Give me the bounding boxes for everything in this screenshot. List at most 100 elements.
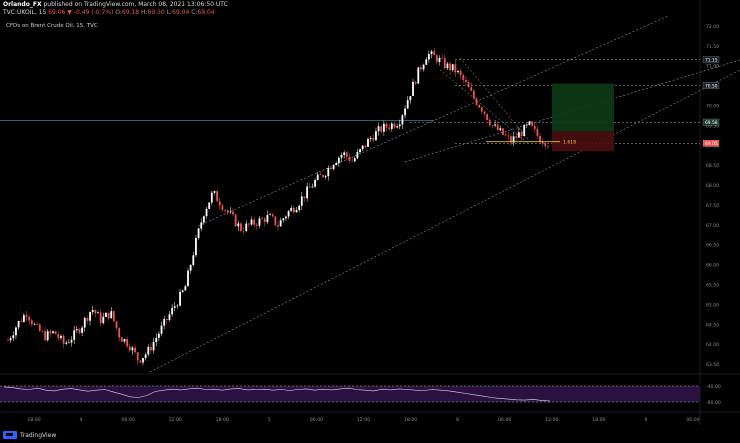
price-label: 69.05 xyxy=(705,141,718,147)
candle-body xyxy=(139,360,142,363)
candle-body xyxy=(547,146,549,147)
tradingview-logo-icon xyxy=(3,431,17,439)
candle-body xyxy=(533,125,536,129)
candle-body xyxy=(70,339,73,343)
candle-body xyxy=(57,334,60,338)
y-tick-label: 63.50 xyxy=(706,362,719,368)
candle-body xyxy=(150,346,152,351)
candle-body xyxy=(398,124,401,127)
candle-body xyxy=(401,115,404,125)
candle-body xyxy=(22,315,25,322)
candle-body xyxy=(523,125,526,137)
candle-body xyxy=(218,201,221,206)
candle-body xyxy=(544,143,547,147)
candle-body xyxy=(377,126,380,132)
candle-body xyxy=(38,324,41,332)
candle-body xyxy=(213,191,216,193)
candle-body xyxy=(46,331,49,341)
candle-body xyxy=(486,113,489,121)
candle-body xyxy=(462,75,465,80)
candle-body xyxy=(258,218,261,226)
candle-body xyxy=(232,211,234,215)
rsi-line xyxy=(3,386,551,402)
candle-body xyxy=(496,124,499,131)
candle-body xyxy=(414,81,417,84)
candle-body xyxy=(49,331,52,333)
candle-body xyxy=(345,152,348,157)
candle-body xyxy=(160,325,163,334)
candle-body xyxy=(83,318,86,328)
candle-body xyxy=(425,59,428,65)
candle-body xyxy=(195,237,197,256)
candle-body xyxy=(382,123,385,132)
candle-body xyxy=(285,216,287,219)
channel-lower-line xyxy=(149,69,740,373)
stop-loss-zone xyxy=(552,131,614,152)
candle-body xyxy=(105,312,107,317)
candle-body xyxy=(7,340,9,341)
candle-body xyxy=(173,306,176,308)
candle-body xyxy=(142,358,144,363)
candle-body xyxy=(99,312,102,324)
candle-body xyxy=(255,224,258,226)
candle-body xyxy=(12,335,15,339)
candle-body xyxy=(75,329,78,331)
candle-body xyxy=(197,228,200,238)
x-tick-label: 8 xyxy=(456,417,459,423)
candle-body xyxy=(422,64,425,70)
candle-body xyxy=(446,63,449,69)
candle-body xyxy=(205,208,208,217)
candle-body xyxy=(314,180,316,187)
candle-body xyxy=(488,120,491,126)
candle-body xyxy=(78,329,81,333)
candle-body xyxy=(449,63,451,71)
candle-body xyxy=(443,58,446,69)
candle-body xyxy=(36,324,39,325)
candle-body xyxy=(240,223,242,231)
candle-body xyxy=(234,214,237,227)
price-change: -0.49 (-0.7%) xyxy=(73,9,114,16)
x-tick-label: 12:00 xyxy=(169,417,182,423)
candle-body xyxy=(157,333,160,338)
candle-body xyxy=(30,320,33,325)
y-tick-label: 64.00 xyxy=(706,342,719,348)
candle-body xyxy=(308,186,311,188)
y-tick-label: 72.00 xyxy=(706,24,719,30)
candle-body xyxy=(430,51,433,54)
candle-body xyxy=(478,104,481,108)
candle-body xyxy=(510,136,512,143)
candle-body xyxy=(316,174,319,181)
footer-brand[interactable]: TradingView xyxy=(20,431,57,439)
candle-body xyxy=(359,149,361,153)
candle-body xyxy=(303,196,306,199)
candle-body xyxy=(427,53,430,60)
candle-body xyxy=(332,165,335,170)
candle-body xyxy=(351,161,354,162)
y-tick-label: 70.00 xyxy=(706,103,719,109)
candle-body xyxy=(226,210,229,213)
x-tick-label: 18:00 xyxy=(27,417,40,423)
candle-body xyxy=(536,128,539,136)
candle-body xyxy=(28,316,31,321)
candle-body xyxy=(512,136,515,143)
candle-body xyxy=(15,327,17,336)
candle-body xyxy=(97,312,99,314)
candle-body xyxy=(290,207,293,212)
candle-body xyxy=(208,202,211,209)
candle-body xyxy=(20,321,23,322)
candle-body xyxy=(168,314,171,320)
open-label: O: xyxy=(115,9,122,16)
candle-body xyxy=(393,123,396,128)
author-name[interactable]: Orlando_FX xyxy=(3,1,42,8)
candle-body xyxy=(472,90,475,99)
candle-body xyxy=(128,346,131,351)
y-tick-label: 71.00 xyxy=(706,64,719,70)
candle-body xyxy=(412,81,414,97)
candle-body xyxy=(62,335,65,344)
candle-body xyxy=(171,307,174,315)
publish-header: Orlando_FX published on TradingView.com,… xyxy=(3,1,228,17)
candle-body xyxy=(274,216,277,226)
y-tick-label: 64.50 xyxy=(706,322,719,328)
open-value: 69.18 xyxy=(121,9,140,16)
